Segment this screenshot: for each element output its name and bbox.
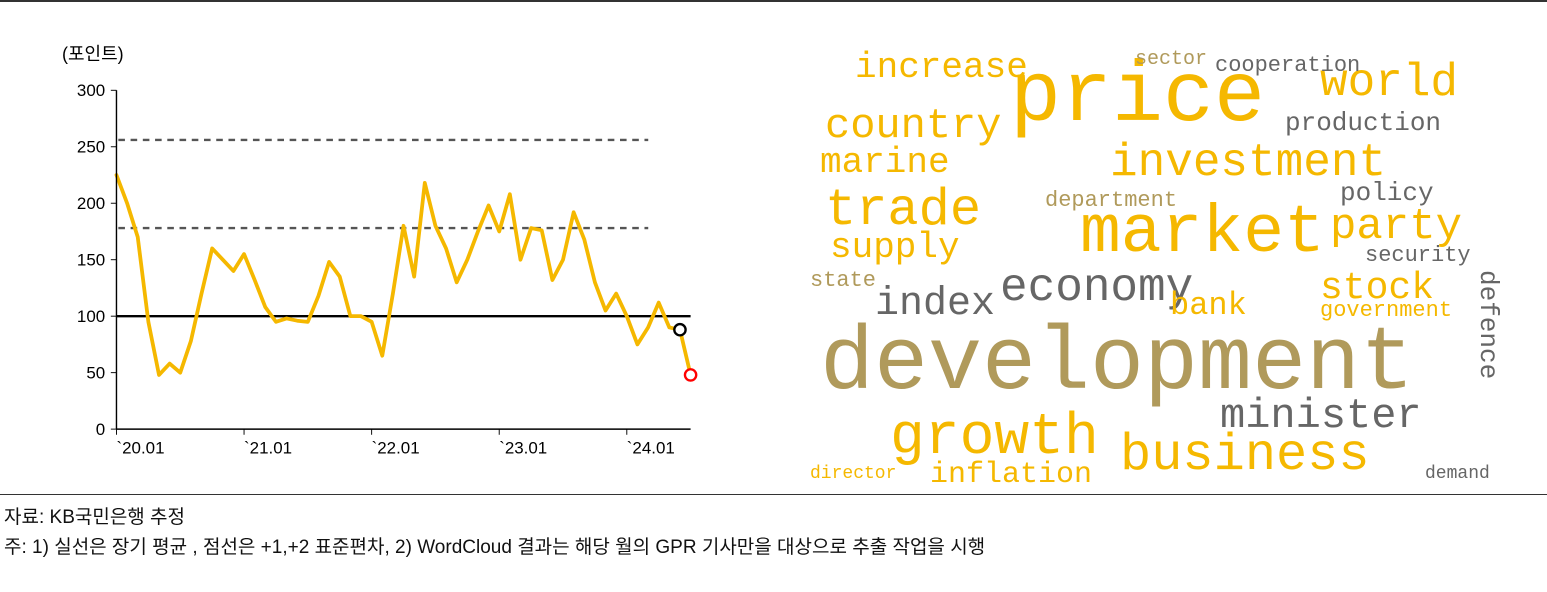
chart-svg: 0 50 100 150 200 250 300 `20.01 `21.01 `22.01 `23.… bbox=[60, 30, 700, 480]
wordcloud-word: inflation bbox=[930, 460, 1092, 490]
svg-text:0: 0 bbox=[96, 420, 105, 439]
wordcloud-word: production bbox=[1285, 110, 1441, 136]
main-container: (포인트) 0 50 100 150 200 250 300 `20.01 `21.01 `22.… bbox=[0, 0, 1547, 495]
wordcloud-word: sector bbox=[1135, 50, 1207, 70]
wordcloud-word: cooperation bbox=[1215, 55, 1360, 77]
source-text: 자료: KB국민은행 추정 bbox=[4, 503, 1543, 533]
svg-text:100: 100 bbox=[77, 307, 105, 326]
svg-text:`23.01: `23.01 bbox=[499, 439, 547, 458]
svg-text:200: 200 bbox=[77, 194, 105, 213]
chart-footer: 자료: KB국민은행 추정 주: 1) 실선은 장기 평균 , 점선은 +1,+… bbox=[0, 495, 1547, 564]
svg-text:`21.01: `21.01 bbox=[244, 439, 292, 458]
wordcloud-word: minister bbox=[1220, 395, 1422, 437]
wordcloud-word: policy bbox=[1340, 180, 1434, 206]
svg-text:`22.01: `22.01 bbox=[372, 439, 420, 458]
wordcloud-word: government bbox=[1320, 300, 1452, 322]
note-text: 주: 1) 실선은 장기 평균 , 점선은 +1,+2 표준편차, 2) Wor… bbox=[4, 533, 1543, 563]
line-chart-panel: (포인트) 0 50 100 150 200 250 300 `20.01 `21.01 `22.… bbox=[0, 10, 720, 490]
wordcloud-word: state bbox=[810, 270, 876, 292]
wordcloud-word: defence bbox=[1475, 270, 1501, 379]
svg-text:250: 250 bbox=[77, 137, 105, 156]
svg-text:`24.01: `24.01 bbox=[627, 439, 675, 458]
y-axis-unit-label: (포인트) bbox=[62, 40, 124, 66]
wordcloud-word: supply bbox=[830, 230, 960, 266]
svg-text:`20.01: `20.01 bbox=[116, 439, 164, 458]
svg-text:50: 50 bbox=[86, 363, 105, 382]
wordcloud-word: increase bbox=[855, 50, 1028, 86]
wordcloud-word: marine bbox=[820, 145, 950, 181]
wordcloud-word: director bbox=[810, 465, 896, 483]
wordcloud-word: economy bbox=[1000, 265, 1193, 311]
wordcloud-word: bank bbox=[1170, 290, 1247, 322]
wordcloud-word: demand bbox=[1425, 465, 1490, 483]
svg-text:150: 150 bbox=[77, 250, 105, 269]
wordcloud-word: index bbox=[875, 285, 995, 325]
wordcloud-word: country bbox=[825, 105, 1001, 147]
wordcloud-panel: developmentpricemarketgrowthbusinesstrad… bbox=[740, 10, 1520, 490]
wordcloud-word: security bbox=[1365, 245, 1471, 267]
wordcloud-word: department bbox=[1045, 190, 1177, 212]
svg-text:300: 300 bbox=[77, 81, 105, 100]
